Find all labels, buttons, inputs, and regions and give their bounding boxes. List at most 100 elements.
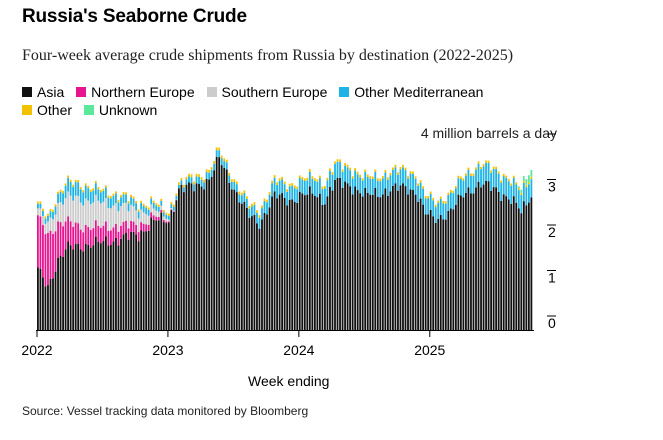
bar-segment-other-mediterranean [467,170,470,188]
bar-segment-asia [266,214,268,330]
bar-segment-other [366,174,369,177]
bar-segment-northern-europe [57,221,59,258]
bar-segment-asia [502,194,505,330]
bar-segment-asia [485,180,487,330]
bar-segment-other-mediterranean [102,191,105,202]
bar-segment-other [92,188,95,191]
bar-segment-asia [243,201,246,330]
bar-segment-other [339,159,341,162]
bar-segment-other-mediterranean [215,150,218,157]
bar-segment-other [120,195,122,198]
bar-segment-southern-europe [112,205,115,228]
bar-segment-asia [57,257,59,330]
bar-segment-other [271,180,273,184]
bar-segment-asia [296,202,299,330]
bar-segment-other [361,178,364,181]
bar-segment-asia [188,182,190,330]
bar-segment-northern-europe [44,234,47,287]
bar-segment-other [39,201,42,204]
bar-segment-other-mediterranean [130,197,132,205]
bar-segment-northern-europe [54,231,57,272]
bar-segment-unknown [527,175,530,183]
bar-segment-southern-europe [97,200,100,226]
bar-segment-asia [437,218,440,330]
bar-segment-other-mediterranean [371,178,374,195]
bar-segment-other-mediterranean [492,168,495,188]
bar-segment-asia [137,241,140,330]
bar-segment-asia [520,213,523,330]
bar-segment-asia [324,204,326,330]
bar-segment-asia [374,187,377,330]
bar-segment-other [336,159,339,162]
bar-segment-other [228,172,231,176]
bar-segment-other-mediterranean [475,169,477,188]
bar-segment-asia [167,222,170,330]
bar-segment-asia [379,197,382,330]
bar-segment-other-mediterranean [67,177,70,192]
bar-segment-other-mediterranean [140,203,143,210]
bar-segment-asia [505,196,508,330]
bar-segment-other [157,204,160,207]
bar-segment-asia [497,191,500,330]
bar-segment-other-mediterranean [339,161,341,178]
bar-segment-asia [228,182,231,330]
bar-segment-northern-europe [157,216,160,221]
bar-segment-asia [407,194,409,330]
bar-segment-asia [465,192,467,330]
bar-segment-other-mediterranean [336,161,339,178]
bar-segment-other [110,196,112,199]
bar-segment-other [230,179,233,182]
bar-segment-southern-europe [84,198,87,225]
bar-segment-other-mediterranean [193,184,195,192]
bar-segment-other-mediterranean [180,180,183,185]
bar-segment-other [459,176,462,179]
bar-segment-southern-europe [132,206,135,222]
bar-segment-northern-europe [64,221,67,250]
bar-segment-southern-europe [155,210,158,217]
bar-segment-other-mediterranean [92,190,95,203]
bar-segment-other-mediterranean [495,169,498,188]
bar-segment-other-mediterranean [77,182,80,196]
bar-segment-asia [94,236,97,330]
bar-segment-other-mediterranean [268,194,271,208]
bar-segment-asia [140,230,143,330]
bar-segment-other-mediterranean [256,212,258,224]
bar-segment-other-mediterranean [359,177,362,194]
bar-segment-other-mediterranean [530,179,533,198]
bar-segment-other-mediterranean [326,180,329,197]
bar-segment-asia [210,176,213,330]
bar-segment-other [94,180,97,184]
bar-segment-other-mediterranean [490,172,493,191]
bar-segment-other [276,182,278,185]
bar-segment-other [384,170,387,173]
bar-segment-other-mediterranean [487,162,490,182]
bar-segment-southern-europe [122,203,125,222]
bar-segment-other-mediterranean [203,182,205,190]
bar-segment-other [245,196,248,199]
bar-segment-other [334,161,336,164]
bar-segment-other-mediterranean [527,184,530,203]
bar-segment-asia [361,196,364,330]
bar-segment-other-mediterranean [301,179,304,194]
bar-segment-other [54,204,57,207]
bar-segment-northern-europe [82,232,85,252]
bar-segment-asia [482,184,485,330]
bar-segment-other-mediterranean [57,193,59,204]
bar-segment-other-mediterranean [389,175,392,192]
bar-segment-other [437,200,440,203]
bar-segment-asia [311,193,314,330]
bar-segment-asia [308,186,311,330]
bar-segment-other [349,167,352,171]
bar-segment-other [220,155,223,159]
bar-segment-northern-europe [132,221,135,232]
bar-segment-other [127,201,130,204]
bar-segment-northern-europe [117,231,120,246]
bar-segment-other-mediterranean [427,198,430,215]
bar-segment-asia [97,241,100,330]
bar-segment-other-mediterranean [331,174,334,191]
bar-segment-southern-europe [172,210,175,212]
bar-segment-northern-europe [99,227,102,244]
bar-segment-other [452,190,455,194]
chart-subtitle: Four-week average crude shipments from R… [22,47,514,64]
bar-segment-asia [412,189,414,330]
